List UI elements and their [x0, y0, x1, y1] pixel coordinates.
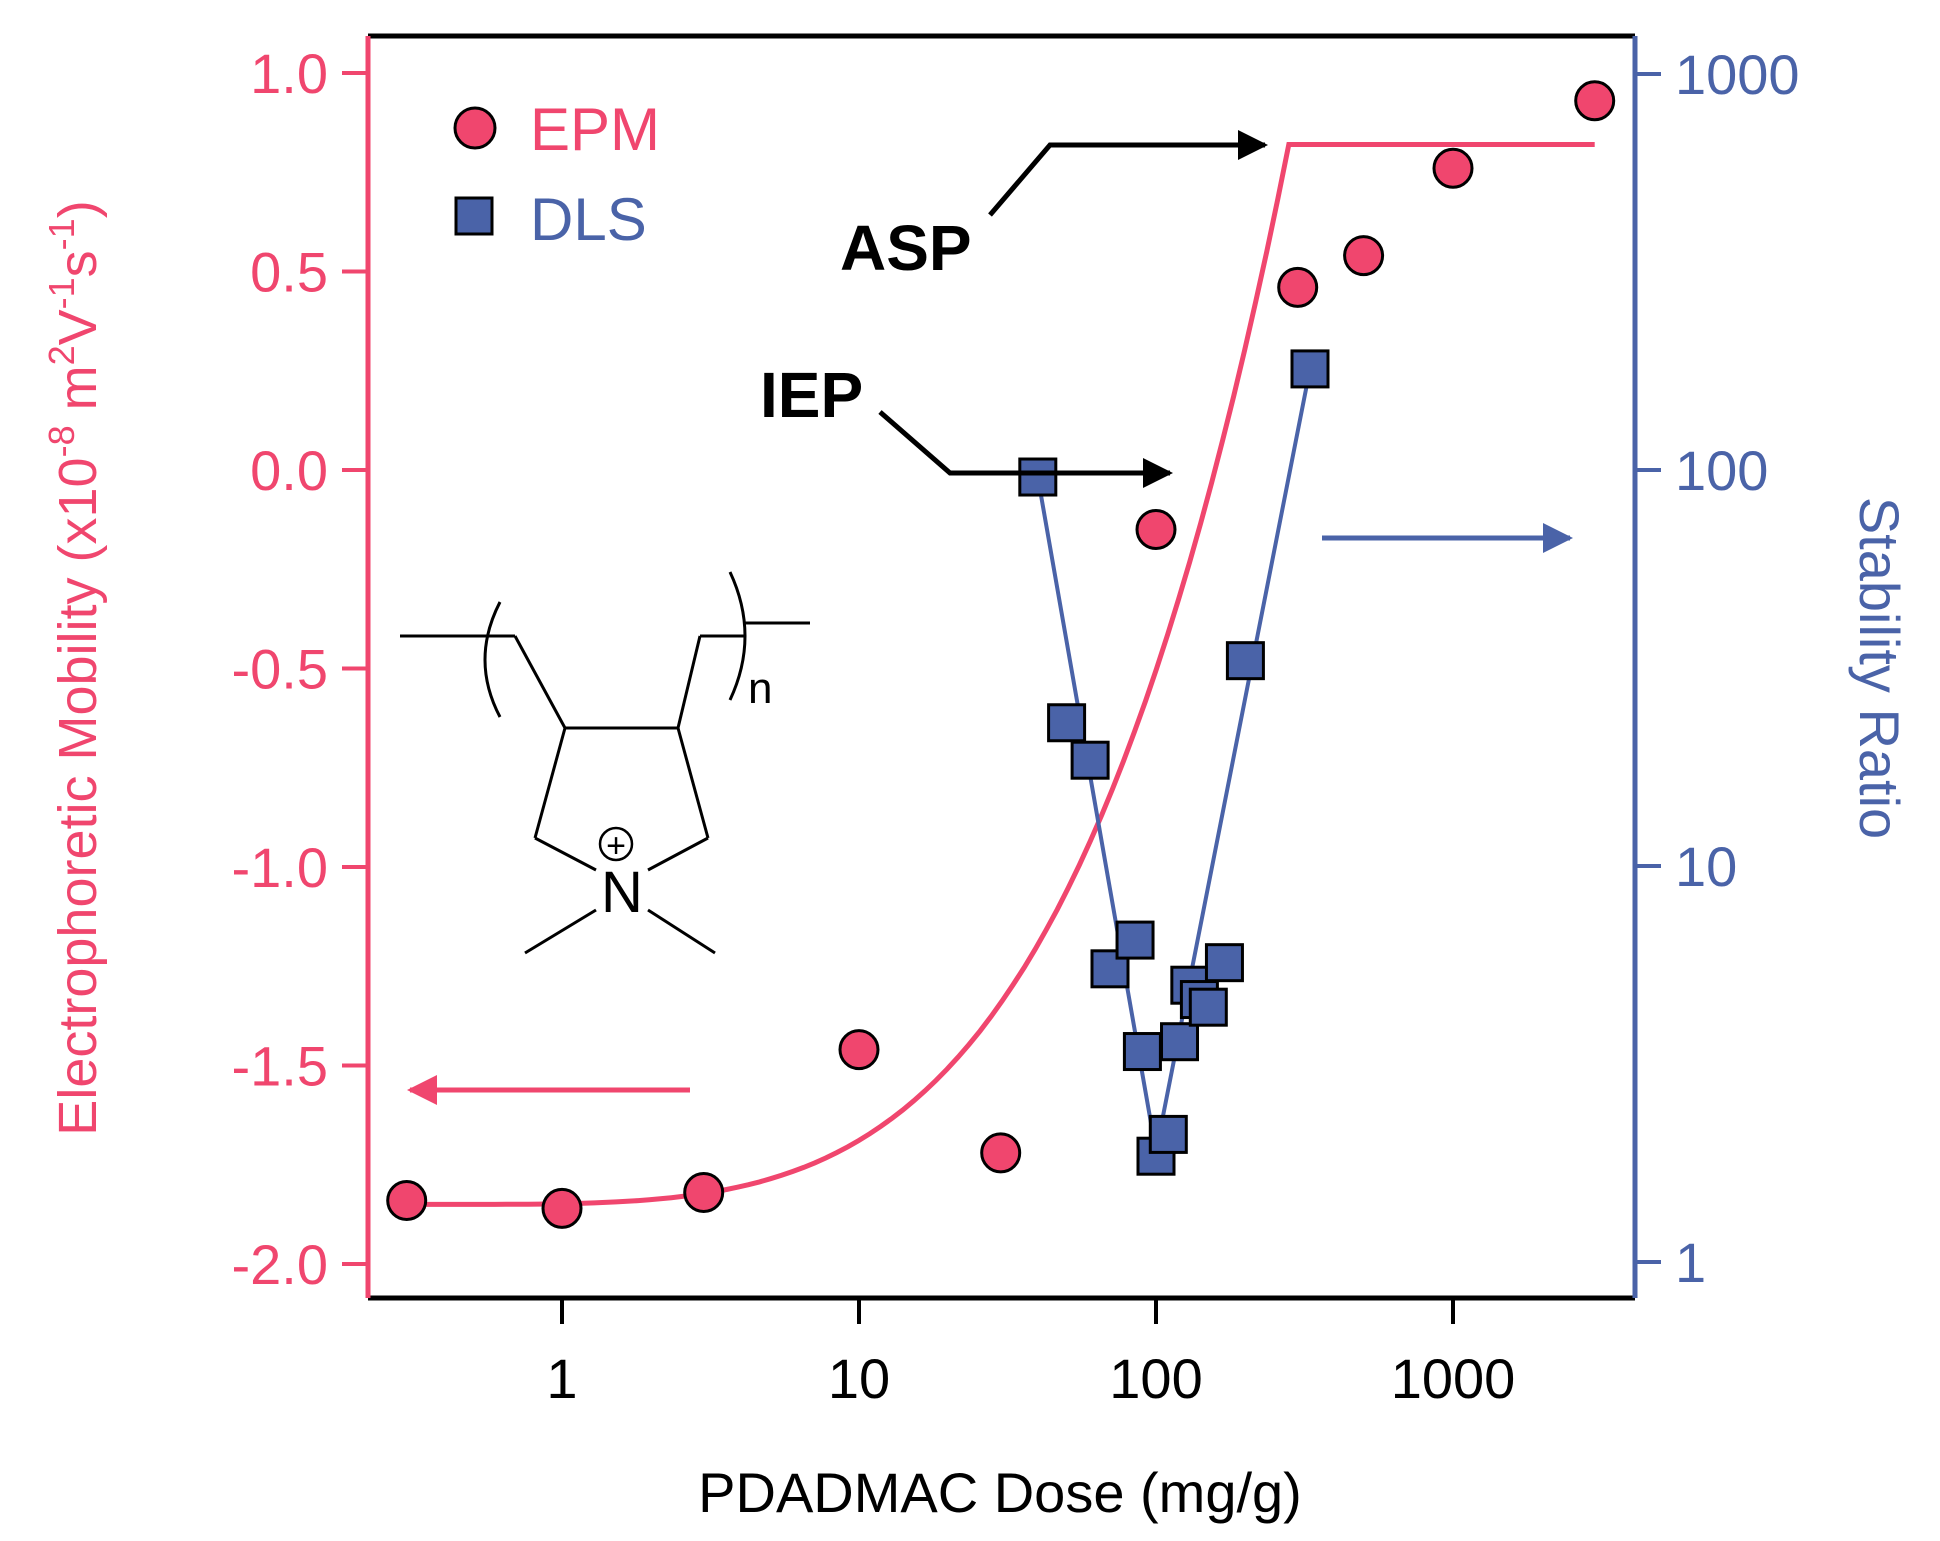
- epm-fit-line: [406, 142, 1595, 1207]
- x-tick-label-2: 100: [1109, 1347, 1202, 1410]
- right-axis-label: Stability Ratio: [1848, 497, 1911, 839]
- legend-dls-label: DLS: [530, 186, 647, 253]
- pdadmac-structure: [400, 571, 810, 955]
- left-tick-label-1: 0.5: [250, 241, 328, 304]
- right-tick-label-2: 10: [1675, 835, 1737, 898]
- dls-point: [1122, 1032, 1162, 1072]
- left-axis-label-exp4: -1: [41, 218, 82, 250]
- x-tick-label-3: 1000: [1391, 1347, 1516, 1410]
- right-axis-ticks: 1000 100 10 1: [1635, 43, 1800, 1294]
- asp-arrow: [988, 130, 1268, 217]
- left-tick-label-5: -1.5: [232, 1035, 329, 1098]
- left-axis-label-close: ): [48, 200, 108, 218]
- structure-n-subscript: n: [748, 664, 772, 713]
- iep-label: IEP: [760, 359, 863, 431]
- epm-point: [386, 1179, 428, 1221]
- structure-nitrogen: N: [601, 860, 643, 925]
- dls-point: [1018, 457, 1058, 497]
- right-tick-label-1: 100: [1675, 439, 1768, 502]
- left-tick-label-3: -0.5: [232, 638, 329, 701]
- epm-point: [541, 1187, 583, 1229]
- dls-point: [1160, 1022, 1200, 1062]
- epm-point: [683, 1172, 725, 1214]
- left-tick-label-0: 1.0: [250, 42, 328, 105]
- epm-point: [980, 1132, 1022, 1174]
- legend-dls-marker: [454, 196, 494, 236]
- left-tick-label-4: -1.0: [232, 836, 329, 899]
- epm-point: [1343, 235, 1385, 277]
- dls-point: [1204, 943, 1244, 983]
- asp-label: ASP: [840, 212, 972, 284]
- left-axis-label-exp3: -1: [41, 277, 82, 309]
- left-tick-label-2: 0.0: [250, 439, 328, 502]
- right-tick-label-0: 1000: [1675, 43, 1800, 106]
- dls-point: [1290, 349, 1330, 389]
- left-axis-label-exp1: -8: [41, 425, 82, 457]
- left-axis-label-exp2: 2: [41, 345, 82, 365]
- left-axis-label-base: Electrophoretic Mobility (x10: [48, 457, 108, 1135]
- iep-arrow: [878, 410, 1173, 488]
- left-axis-ticks: 1.0 0.5 0.0 -0.5 -1.0 -1.5 -2.0: [232, 42, 368, 1296]
- left-tick-label-6: -2.0: [232, 1233, 329, 1296]
- epm-point: [1135, 509, 1177, 551]
- x-tick-label-0: 1: [546, 1347, 577, 1410]
- epm-point: [1432, 147, 1474, 189]
- dls-point: [1090, 949, 1130, 989]
- dls-point: [1225, 641, 1265, 681]
- dls-point: [1148, 1114, 1188, 1154]
- left-axis-label: Electrophoretic Mobility (x10-8 m2V-1s-1…: [41, 200, 108, 1135]
- dls-point: [1115, 920, 1155, 960]
- left-axis-label-s: s: [48, 250, 108, 277]
- x-axis-ticks: 1 10 100 1000: [546, 1298, 1515, 1410]
- right-tick-label-3: 1: [1675, 1231, 1706, 1294]
- x-tick-label-1: 10: [828, 1347, 890, 1410]
- dls-point: [1070, 740, 1110, 780]
- dls-point: [1047, 703, 1087, 743]
- structure-charge: +: [606, 827, 626, 865]
- epm-point: [1574, 80, 1616, 122]
- legend: EPM DLS: [453, 96, 660, 253]
- x-axis-label: PDADMAC Dose (mg/g): [698, 1461, 1302, 1524]
- left-axis-label-v: V: [48, 309, 108, 345]
- dls-points: [1018, 349, 1330, 1176]
- left-axis-label-m: m: [48, 365, 108, 425]
- epm-point: [1277, 266, 1319, 308]
- legend-epm-label: EPM: [530, 96, 660, 163]
- legend-epm-marker: [453, 106, 497, 150]
- epm-points: [386, 80, 1616, 1229]
- epm-point: [838, 1029, 880, 1071]
- dls-point: [1188, 987, 1228, 1027]
